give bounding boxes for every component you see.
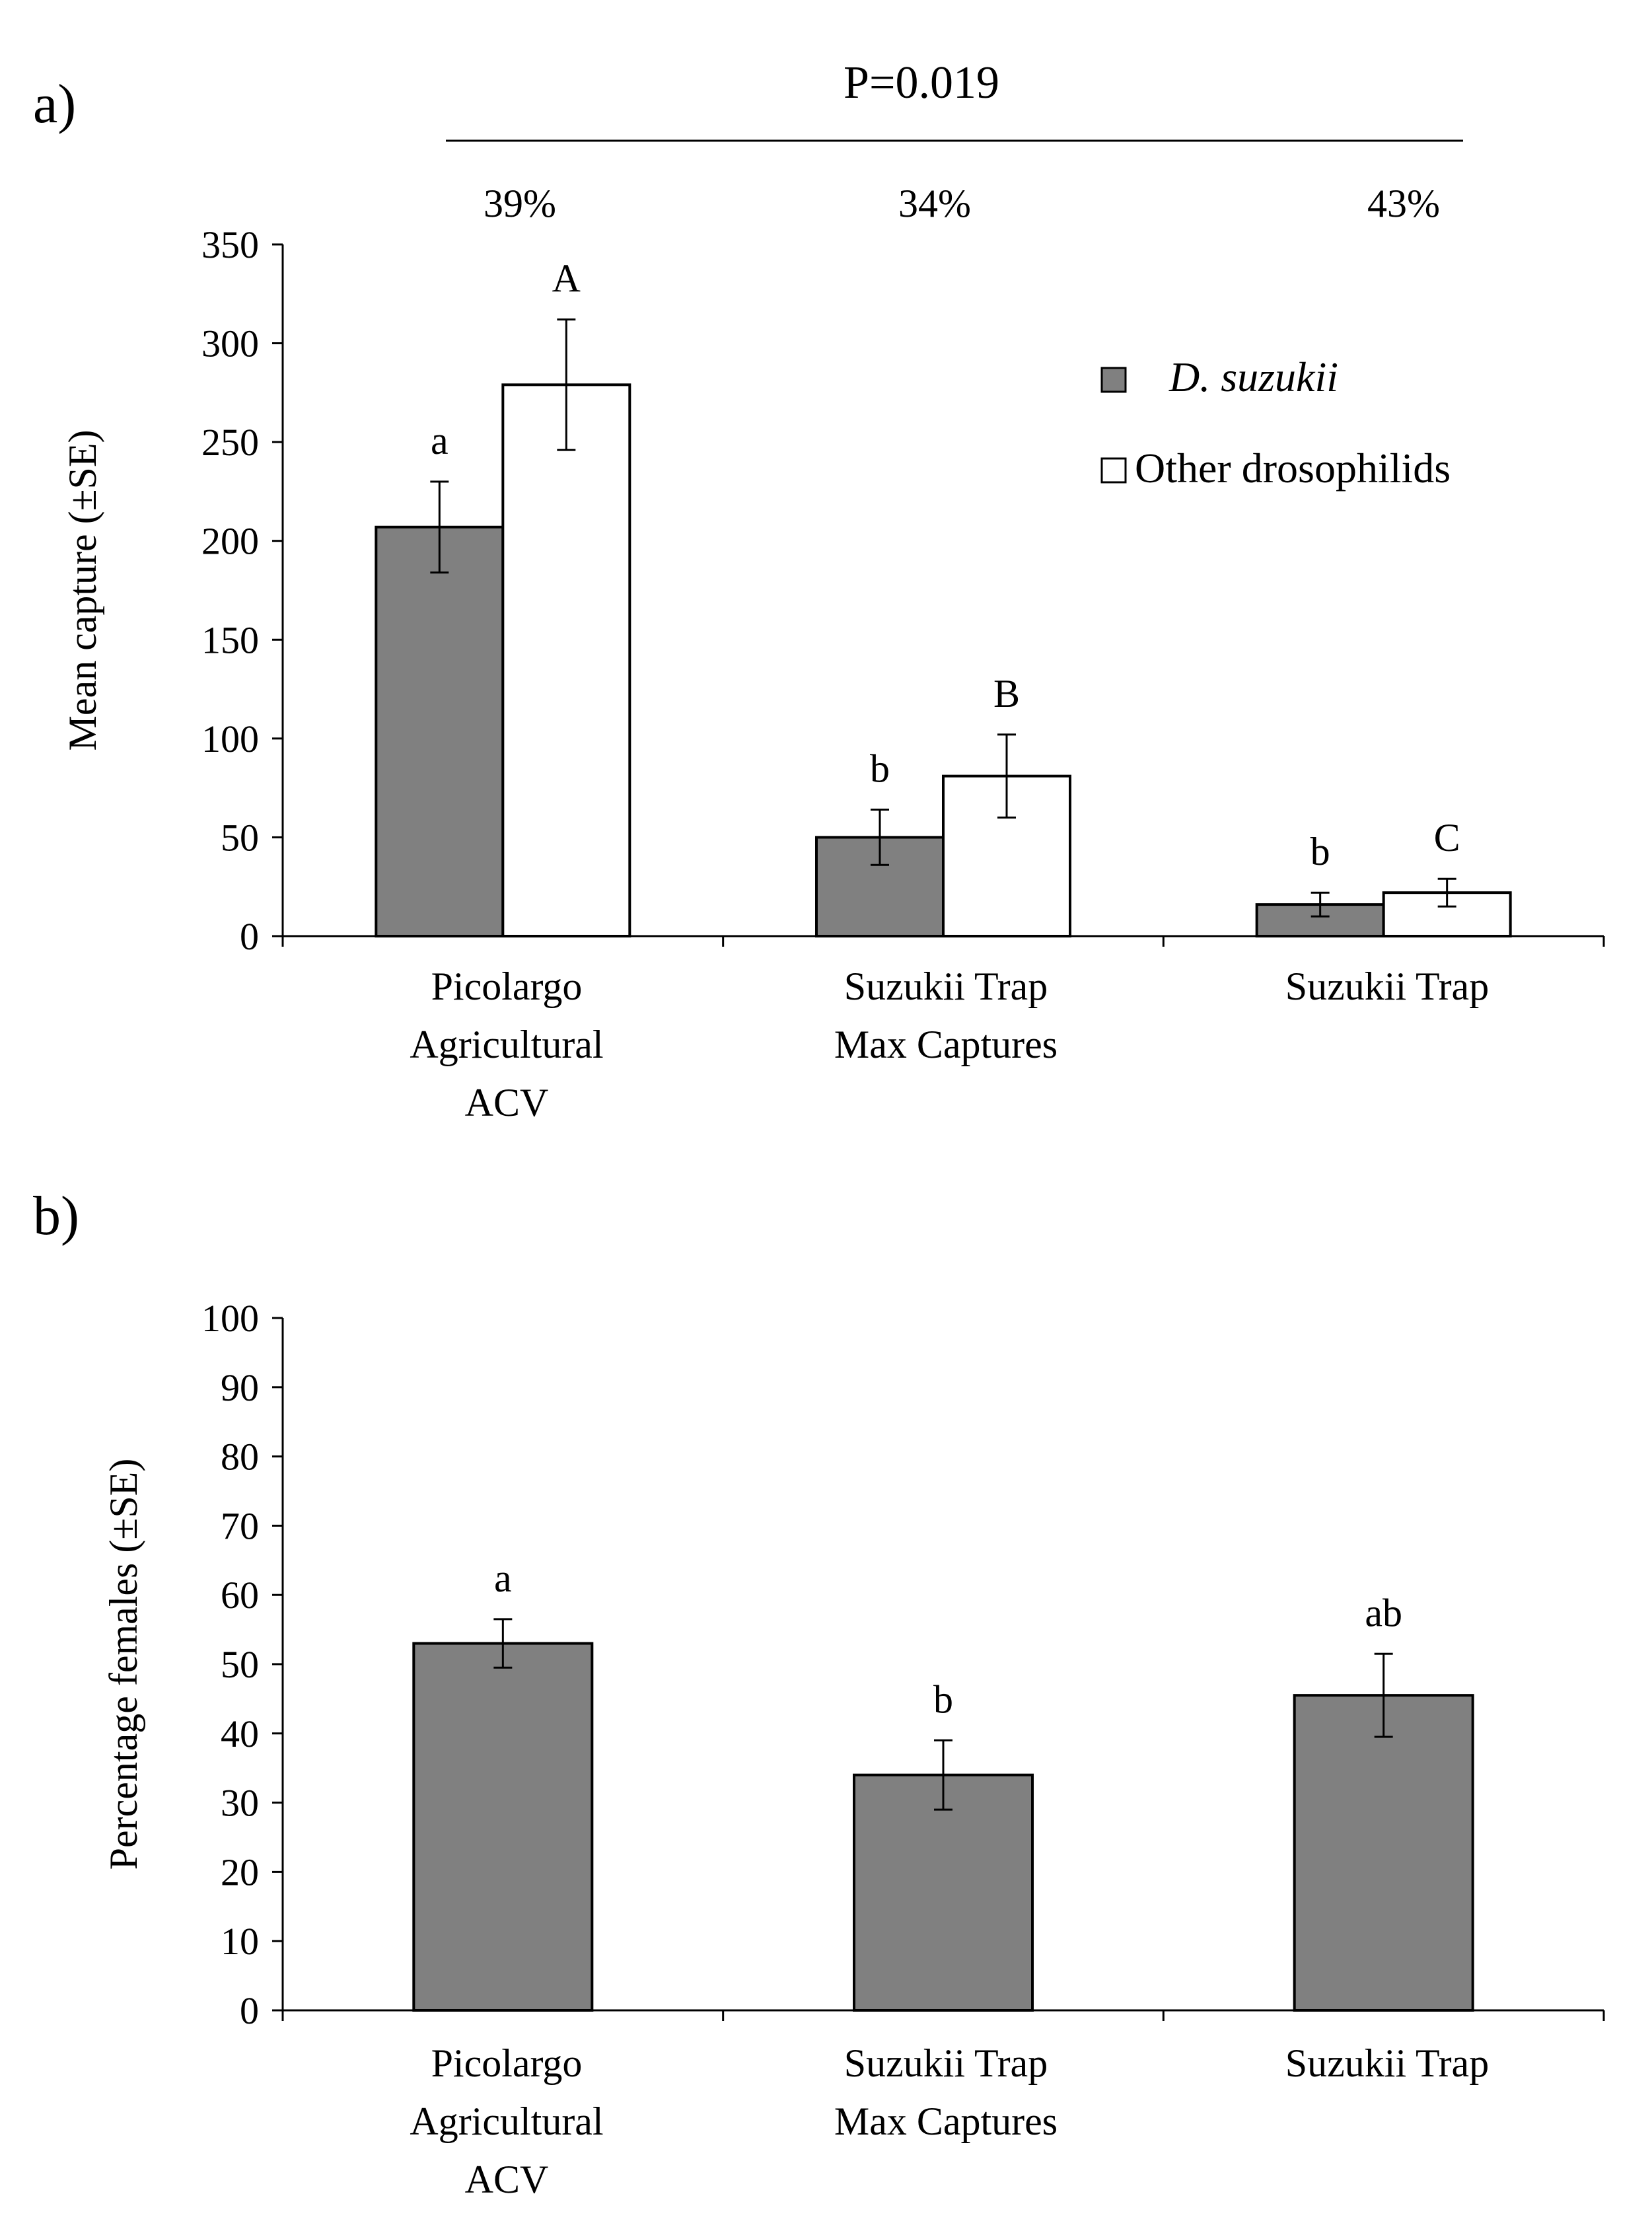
significance-letter: A [552, 257, 581, 301]
category-label-line: Suzukii Trap [1285, 2041, 1489, 2085]
y-tick-label: 250 [201, 421, 259, 464]
category-label: Suzukii Trap Max Captures [834, 965, 1058, 1066]
category-label: Picolargo Agricultural ACV [410, 2041, 603, 2201]
significance-letter: B [993, 672, 1020, 715]
y-tick-label: 100 [201, 1297, 259, 1340]
y-tick-label: 0 [240, 915, 259, 958]
y-tick-label: 20 [221, 1850, 259, 1893]
percentage-label-2: 34% [898, 182, 971, 225]
category-label-line: Max Captures [834, 1023, 1058, 1066]
category-labels: Picolargo Agricultural ACV Suzukii Trap Max … [410, 965, 1489, 1124]
significance-letter: a [431, 419, 449, 462]
category-label: Picolargo Agricultural ACV [410, 965, 603, 1124]
significance-letter: b [1311, 830, 1330, 873]
category-label-line: Suzukii Trap [1285, 965, 1489, 1008]
category-label-line: Max Captures [834, 2100, 1058, 2143]
y-tick-label: 50 [221, 1643, 259, 1686]
y-tick-label: 10 [221, 1920, 259, 1963]
panel-a: a) P=0.019 39% 34% 43% 0 50 100 150 200 250 30… [33, 57, 1605, 1124]
legend-swatch-dsuzukii [1100, 367, 1127, 393]
y-tick-label: 90 [221, 1366, 259, 1409]
bar [1293, 1694, 1474, 2012]
category-label-line: ACV [465, 2158, 549, 2201]
y-axis-ticks: 0 10 20 30 40 50 60 70 80 90 100 [201, 1297, 1605, 2032]
bar [501, 383, 631, 937]
y-tick-label: 300 [201, 322, 259, 365]
category-label: Suzukii Trap Max Captures [834, 2041, 1058, 2143]
bar [853, 1773, 1034, 2012]
legend-label-other: Other drosophilids [1135, 445, 1451, 492]
category-label-line: Agricultural [410, 2100, 603, 2143]
legend-swatch-other [1100, 457, 1127, 484]
significance-letters: a Ab Bb C [431, 257, 1460, 874]
error-bars [493, 1618, 1393, 1811]
y-tick-label: 350 [201, 223, 259, 266]
percentage-label-3: 43% [1367, 182, 1440, 225]
y-tick-label: 100 [201, 717, 259, 760]
significance-letter: b [933, 1677, 953, 1721]
category-label-line: Picolargo [431, 965, 583, 1008]
y-tick-label: 0 [240, 1989, 259, 2032]
y-tick-label: 30 [221, 1782, 259, 1825]
legend-label-dsuzukii: D. suzukii [1168, 353, 1338, 400]
category-label-line: Agricultural [410, 1023, 603, 1066]
significance-letter: C [1434, 816, 1460, 859]
y-tick-label: 80 [221, 1436, 259, 1479]
legend: D. suzukii Other drosophilids [1100, 353, 1451, 492]
category-label: Suzukii Trap [1285, 965, 1489, 1008]
bars [412, 1642, 1474, 2012]
panel-a-label: a) [33, 73, 76, 135]
p-value-label: P=0.019 [844, 57, 999, 108]
percentage-label-1: 39% [484, 182, 556, 225]
category-label-line: Suzukii Trap [844, 2041, 1048, 2085]
y-axis-label: Percentage females (±SE) [102, 1459, 145, 1870]
category-label-line: Picolargo [431, 2041, 583, 2085]
y-tick-label: 60 [221, 1574, 259, 1617]
significance-letter: a [494, 1556, 512, 1600]
significance-letter: b [870, 747, 890, 791]
error-bars [430, 318, 1456, 918]
category-label-line: Suzukii Trap [844, 965, 1048, 1008]
y-tick-label: 70 [221, 1504, 259, 1547]
y-tick-label: 150 [201, 618, 259, 661]
category-label: Suzukii Trap [1285, 2041, 1489, 2085]
y-axis-ticks: 0 50 100 150 200 250 300 350 [201, 223, 1605, 958]
y-tick-label: 200 [201, 520, 259, 563]
y-tick-label: 40 [221, 1712, 259, 1755]
category-labels: Picolargo Agricultural ACV Suzukii Trap Max … [410, 2041, 1489, 2201]
panel-b-label: b) [33, 1185, 79, 1247]
bar [412, 1642, 594, 2012]
bar [375, 525, 505, 937]
y-axis-label: Mean capture (±SE) [61, 429, 104, 750]
category-label-line: ACV [465, 1081, 549, 1124]
y-tick-label: 50 [221, 816, 259, 859]
significance-letter: ab [1365, 1591, 1402, 1634]
